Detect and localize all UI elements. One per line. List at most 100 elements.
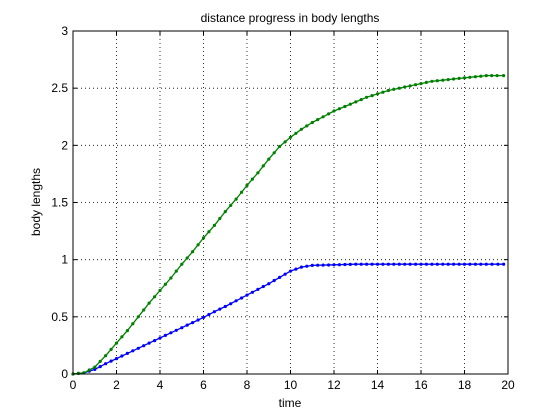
- data-point: [218, 216, 222, 221]
- y-tick-label: 1: [61, 253, 68, 267]
- data-point: [267, 157, 271, 161]
- data-point: [240, 296, 244, 300]
- data-point: [207, 230, 211, 234]
- data-point: [316, 263, 320, 267]
- data-point: [114, 357, 119, 361]
- data-point: [169, 276, 173, 280]
- x-tick-label: 18: [458, 378, 472, 392]
- data-point: [419, 82, 423, 86]
- data-point: [370, 94, 374, 98]
- data-point: [120, 354, 124, 358]
- data-point: [484, 262, 488, 266]
- data-point: [468, 262, 472, 266]
- data-point: [403, 85, 407, 89]
- data-point: [430, 262, 434, 266]
- x-tick-label: 12: [327, 378, 341, 392]
- data-point: [299, 127, 303, 131]
- data-point: [490, 262, 494, 266]
- data-point: [370, 262, 374, 266]
- data-point: [136, 315, 140, 319]
- data-point: [147, 341, 151, 345]
- data-point: [343, 262, 347, 267]
- data-point: [365, 95, 369, 99]
- data-point: [337, 263, 341, 267]
- data-point: [321, 115, 325, 119]
- data-point: [479, 74, 483, 78]
- series-markers-2: [71, 74, 506, 376]
- data-point: [131, 349, 135, 353]
- data-point: [408, 262, 412, 266]
- data-point: [261, 284, 265, 289]
- y-axis-title: body lengths: [29, 168, 43, 236]
- y-tick-label: 0: [61, 367, 68, 381]
- data-point: [305, 264, 309, 268]
- data-point: [93, 365, 97, 369]
- data-point: [278, 275, 282, 279]
- data-point: [109, 359, 113, 363]
- data-point: [502, 74, 506, 78]
- data-point: [337, 107, 341, 111]
- x-tick-label: 0: [70, 378, 77, 392]
- data-point: [174, 269, 178, 273]
- data-point: [386, 88, 390, 93]
- data-point: [468, 75, 472, 79]
- data-point: [191, 250, 195, 254]
- data-point: [365, 262, 369, 266]
- y-tick-label: 2: [61, 138, 68, 152]
- data-point: [457, 76, 461, 80]
- data-point: [316, 118, 320, 122]
- data-point: [250, 290, 254, 294]
- data-point: [196, 318, 200, 322]
- series-markers-1: [71, 262, 506, 376]
- y-tick-label: 1.5: [51, 196, 68, 210]
- data-point: [310, 120, 314, 125]
- data-point: [473, 262, 477, 266]
- data-point: [272, 151, 276, 155]
- data-point: [490, 74, 494, 78]
- data-point: [321, 263, 325, 267]
- data-point: [392, 87, 396, 91]
- data-point: [98, 359, 102, 363]
- axis-ticks: 0 2 4 6 8 10 12 14 16 18 20 0 0.5 1 1.5 2 2.5 3: [51, 24, 515, 392]
- data-point: [207, 312, 211, 317]
- data-point: [381, 262, 385, 266]
- data-point: [375, 92, 380, 96]
- data-point: [267, 282, 271, 286]
- data-point: [392, 262, 396, 266]
- x-axis-title: time: [279, 396, 302, 410]
- data-point: [473, 75, 477, 79]
- data-point: [180, 262, 184, 266]
- data-point: [98, 365, 102, 369]
- x-tick-label: 8: [244, 378, 251, 392]
- data-point: [348, 262, 352, 266]
- data-point: [131, 322, 135, 326]
- data-point: [125, 329, 129, 333]
- x-tick-label: 6: [200, 378, 207, 392]
- data-point: [223, 304, 227, 309]
- data-point: [441, 78, 445, 82]
- data-point: [430, 79, 434, 83]
- data-point: [272, 278, 276, 283]
- data-point: [397, 86, 401, 90]
- data-point: [180, 326, 184, 330]
- data-point: [278, 144, 282, 149]
- data-point: [332, 109, 336, 113]
- data-point: [120, 335, 124, 339]
- data-point: [435, 79, 439, 83]
- data-point: [76, 371, 80, 375]
- data-point: [502, 262, 506, 266]
- data-point: [403, 262, 407, 266]
- data-point: [484, 74, 488, 78]
- y-tick-label: 0.5: [51, 310, 68, 324]
- data-point: [462, 76, 467, 80]
- data-point: [245, 183, 249, 187]
- data-point: [245, 293, 249, 297]
- data-point: [191, 321, 195, 325]
- data-point: [397, 262, 401, 266]
- data-point: [153, 339, 157, 343]
- data-point: [229, 203, 233, 207]
- data-point: [109, 347, 113, 351]
- data-point: [114, 341, 119, 345]
- data-point: [234, 197, 238, 201]
